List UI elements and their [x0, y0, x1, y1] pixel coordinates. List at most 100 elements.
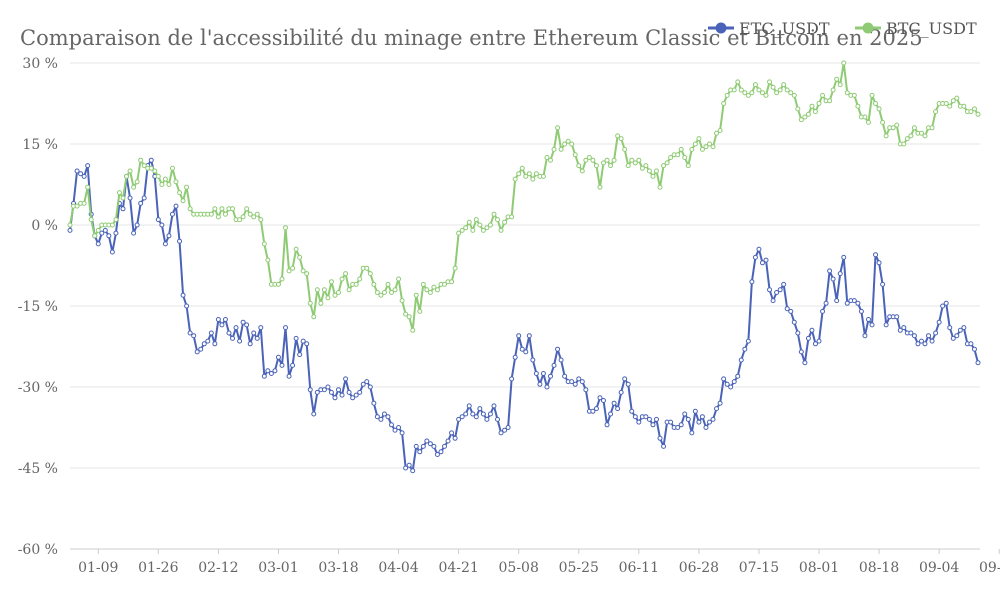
legend-item-btc[interactable]: BTC_USDT	[855, 19, 977, 38]
data-point-etc-usdt	[371, 400, 377, 406]
data-point-etc-usdt	[883, 322, 889, 328]
data-point-etc-usdt	[148, 157, 154, 163]
data-point-etc-usdt	[198, 346, 204, 352]
data-point-etc-usdt	[894, 314, 900, 320]
data-point-btc-usdt	[781, 82, 787, 88]
data-point-btc-usdt	[572, 152, 578, 158]
data-point-etc-usdt	[777, 287, 783, 293]
data-point-etc-usdt	[237, 338, 243, 344]
x-tick-label: 03-18	[318, 560, 358, 576]
data-point-btc-usdt	[155, 173, 161, 179]
data-point-btc-usdt	[113, 217, 119, 223]
data-point-btc-usdt	[876, 106, 882, 112]
data-point-btc-usdt	[417, 308, 423, 314]
data-point-btc-usdt	[618, 136, 624, 142]
data-point-btc-usdt	[805, 111, 811, 117]
data-point-etc-usdt	[795, 330, 801, 336]
data-point-etc-usdt	[629, 408, 635, 414]
data-point-etc-usdt	[505, 425, 511, 430]
data-point-etc-usdt	[99, 230, 105, 236]
data-point-etc-usdt	[820, 308, 826, 314]
data-point-btc-usdt	[668, 155, 674, 160]
data-point-btc-usdt	[774, 90, 780, 96]
data-point-btc-usdt	[81, 200, 87, 206]
data-point-etc-usdt	[600, 398, 606, 403]
data-point-btc-usdt	[247, 211, 253, 217]
data-point-btc-usdt	[827, 98, 833, 104]
data-point-etc-usdt	[728, 384, 734, 390]
data-point-btc-usdt	[187, 206, 193, 212]
y-tick-label: 15 %	[22, 137, 58, 153]
data-point-etc-usdt	[233, 325, 239, 331]
data-point-btc-usdt	[784, 87, 790, 93]
data-point-etc-usdt	[862, 333, 868, 339]
data-point-btc-usdt	[449, 279, 455, 285]
data-point-etc-usdt	[763, 257, 769, 263]
data-point-btc-usdt	[947, 103, 953, 109]
data-point-etc-usdt	[950, 335, 956, 341]
data-point-etc-usdt	[343, 376, 349, 382]
data-point-btc-usdt	[120, 195, 126, 201]
data-point-etc-usdt	[74, 168, 80, 174]
data-point-etc-usdt	[113, 230, 119, 236]
x-tick-label: 08-01	[799, 560, 839, 576]
data-point-etc-usdt	[618, 389, 624, 395]
data-point-btc-usdt	[477, 222, 483, 228]
data-point-btc-usdt	[311, 314, 317, 320]
data-point-btc-usdt	[692, 141, 698, 147]
data-point-etc-usdt	[381, 411, 387, 417]
data-point-etc-usdt	[438, 449, 444, 455]
data-point-btc-usdt	[706, 141, 712, 147]
data-point-btc-usdt	[519, 165, 525, 171]
legend-item-etc[interactable]: ETC_USDT	[708, 19, 830, 38]
data-point-btc-usdt	[523, 173, 529, 179]
data-point-etc-usdt	[417, 449, 423, 455]
data-point-etc-usdt	[922, 341, 928, 347]
data-point-etc-usdt	[717, 400, 723, 406]
data-point-etc-usdt	[918, 338, 924, 344]
data-point-etc-usdt	[215, 317, 221, 322]
data-point-btc-usdt	[336, 290, 342, 295]
data-point-etc-usdt	[643, 414, 649, 420]
data-point-etc-usdt	[678, 422, 684, 428]
data-point-etc-usdt	[668, 419, 674, 425]
data-point-etc-usdt	[473, 414, 479, 420]
data-point-btc-usdt	[275, 281, 281, 287]
data-point-etc-usdt	[247, 341, 253, 347]
data-point-btc-usdt	[759, 90, 765, 96]
data-point-etc-usdt	[431, 443, 437, 449]
data-point-etc-usdt	[166, 233, 172, 239]
data-point-etc-usdt	[445, 438, 451, 444]
data-point-btc-usdt	[685, 163, 691, 169]
data-point-etc-usdt	[735, 373, 741, 379]
data-point-etc-usdt	[261, 373, 267, 379]
data-point-etc-usdt	[756, 246, 762, 252]
data-point-btc-usdt	[883, 133, 889, 139]
data-point-btc-usdt	[374, 290, 380, 295]
data-point-etc-usdt	[632, 414, 638, 420]
data-point-etc-usdt	[689, 430, 695, 436]
x-axis	[70, 548, 1000, 554]
data-point-btc-usdt	[812, 109, 818, 115]
data-point-etc-usdt	[519, 346, 525, 352]
data-point-etc-usdt	[933, 330, 939, 336]
data-point-etc-usdt	[738, 357, 744, 363]
data-point-etc-usdt	[212, 341, 218, 347]
data-point-btc-usdt	[230, 206, 236, 212]
data-point-etc-usdt	[530, 357, 536, 363]
data-point-etc-usdt	[897, 327, 903, 333]
data-point-btc-usdt	[304, 271, 310, 277]
data-point-etc-usdt	[141, 195, 147, 201]
data-point-btc-usdt	[548, 157, 553, 163]
data-point-btc-usdt	[809, 103, 815, 109]
x-tick-label: 09-21	[979, 560, 1000, 576]
data-point-btc-usdt	[611, 157, 617, 163]
data-point-btc-usdt	[343, 271, 349, 277]
data-point-etc-usdt	[155, 217, 161, 223]
data-point-etc-usdt	[424, 438, 430, 444]
legend[interactable]: ETC_USDT BTC_USDT	[708, 19, 977, 38]
data-point-btc-usdt	[837, 82, 843, 88]
data-point-btc-usdt	[148, 165, 154, 171]
x-tick-label: 01-26	[138, 560, 178, 576]
data-point-btc-usdt	[491, 211, 497, 217]
